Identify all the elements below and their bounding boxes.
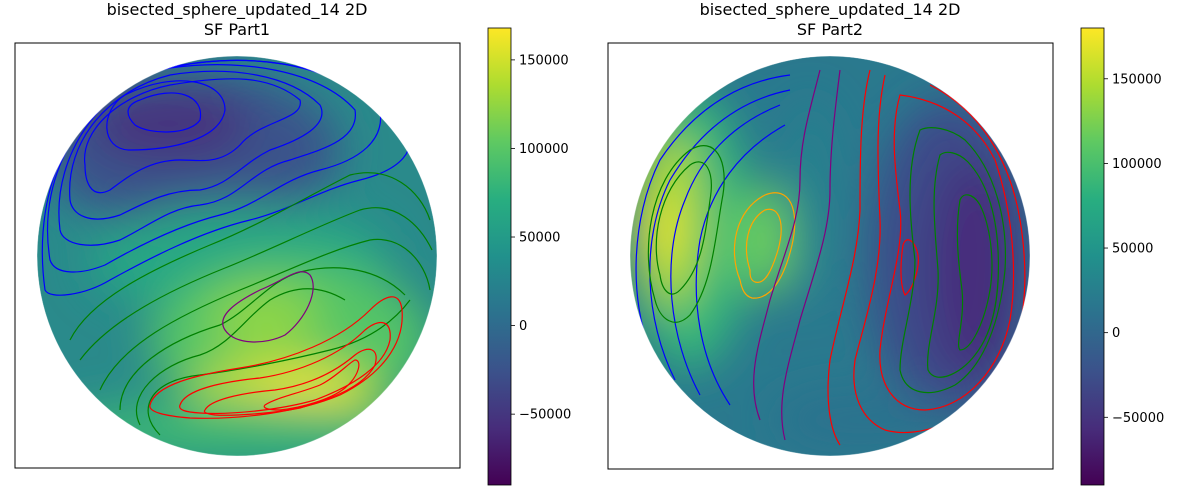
panel-2-contour-blue <box>635 74 791 351</box>
panel-2-contour-orange <box>733 192 796 299</box>
panel-1-subtitle: SF Part1 <box>204 20 270 39</box>
panel-1-contour-green <box>79 207 433 361</box>
panel-1-contour-red <box>203 348 377 416</box>
panel-2-subtitle: SF Part2 <box>797 20 863 39</box>
panel-1-colorbar <box>487 27 512 486</box>
panel-2-contour-green <box>927 151 999 378</box>
panel-1-contour-blue <box>84 78 301 194</box>
panel-2: bisected_sphere_updated_14 2D SF Part2 <box>607 0 1164 486</box>
panel-2-contour-green <box>899 127 1007 394</box>
panel-2-field <box>630 56 1030 456</box>
colorbar-tick-label: 150000 <box>519 53 569 68</box>
panel-2-contour-purple <box>753 69 821 421</box>
panel-1-colorbar-ticks: −50000 0 50000 100000 150000 <box>511 53 571 423</box>
panel-2-contour-orange <box>745 208 782 283</box>
panel-1: bisected_sphere_updated_14 2D SF Part1 <box>14 0 571 486</box>
panel-1-disk-edge <box>36 55 438 457</box>
colorbar-tick-label: 150000 <box>1112 72 1162 87</box>
panel-1-contour-purple <box>222 271 314 343</box>
colorbar-tick-label: 50000 <box>1112 242 1153 257</box>
panel-1-contour-green <box>69 172 431 341</box>
panel-2-contour-green <box>655 161 712 295</box>
panel-1-contour-blue <box>69 70 323 220</box>
panel-2-colorbar-ticks: −50000 0 50000 100000 150000 <box>1104 72 1164 426</box>
panel-1-contour-green <box>119 267 406 411</box>
panel-1-contour-green <box>99 238 431 391</box>
panel-1-contour-green <box>135 288 346 426</box>
panel-1-contour-blue <box>127 92 202 133</box>
panel-2-contour-green <box>647 145 725 323</box>
panel-2-title: bisected_sphere_updated_14 2D <box>700 0 961 20</box>
colorbar-tick-label: 50000 <box>519 231 560 246</box>
panel-1-title: bisected_sphere_updated_14 2D <box>107 0 368 20</box>
colorbar-tick-label: 100000 <box>1112 157 1162 172</box>
panel-2-contour-purple <box>781 69 841 441</box>
panel-2-colorbar <box>1080 27 1105 486</box>
colorbar-tick-label: −50000 <box>1112 411 1164 426</box>
panel-1-contour-red <box>149 296 403 419</box>
colorbar-tick-label: 100000 <box>519 142 569 157</box>
panel-1-field <box>37 56 437 456</box>
panel-2-contour-blue <box>670 104 781 396</box>
panel-2-contour-red <box>827 69 871 446</box>
panel-2-contours <box>635 69 1026 446</box>
panel-2-contour-blue <box>695 124 786 406</box>
panel-1-contour-red <box>263 359 360 411</box>
panel-2-contour-red <box>853 74 1026 434</box>
colorbar-tick-label: −50000 <box>519 408 571 423</box>
panel-2-contour-red <box>879 94 1015 411</box>
panel-2-contour-green <box>956 194 993 351</box>
panel-1-contour-green <box>147 299 411 436</box>
colorbar-tick-label: 0 <box>519 319 527 334</box>
panel-2-contour-red <box>900 239 919 296</box>
colorbar-tick-label: 0 <box>1112 326 1120 341</box>
panel-2-disk-edge <box>629 55 1031 457</box>
panel-2-contour-blue <box>649 89 791 381</box>
